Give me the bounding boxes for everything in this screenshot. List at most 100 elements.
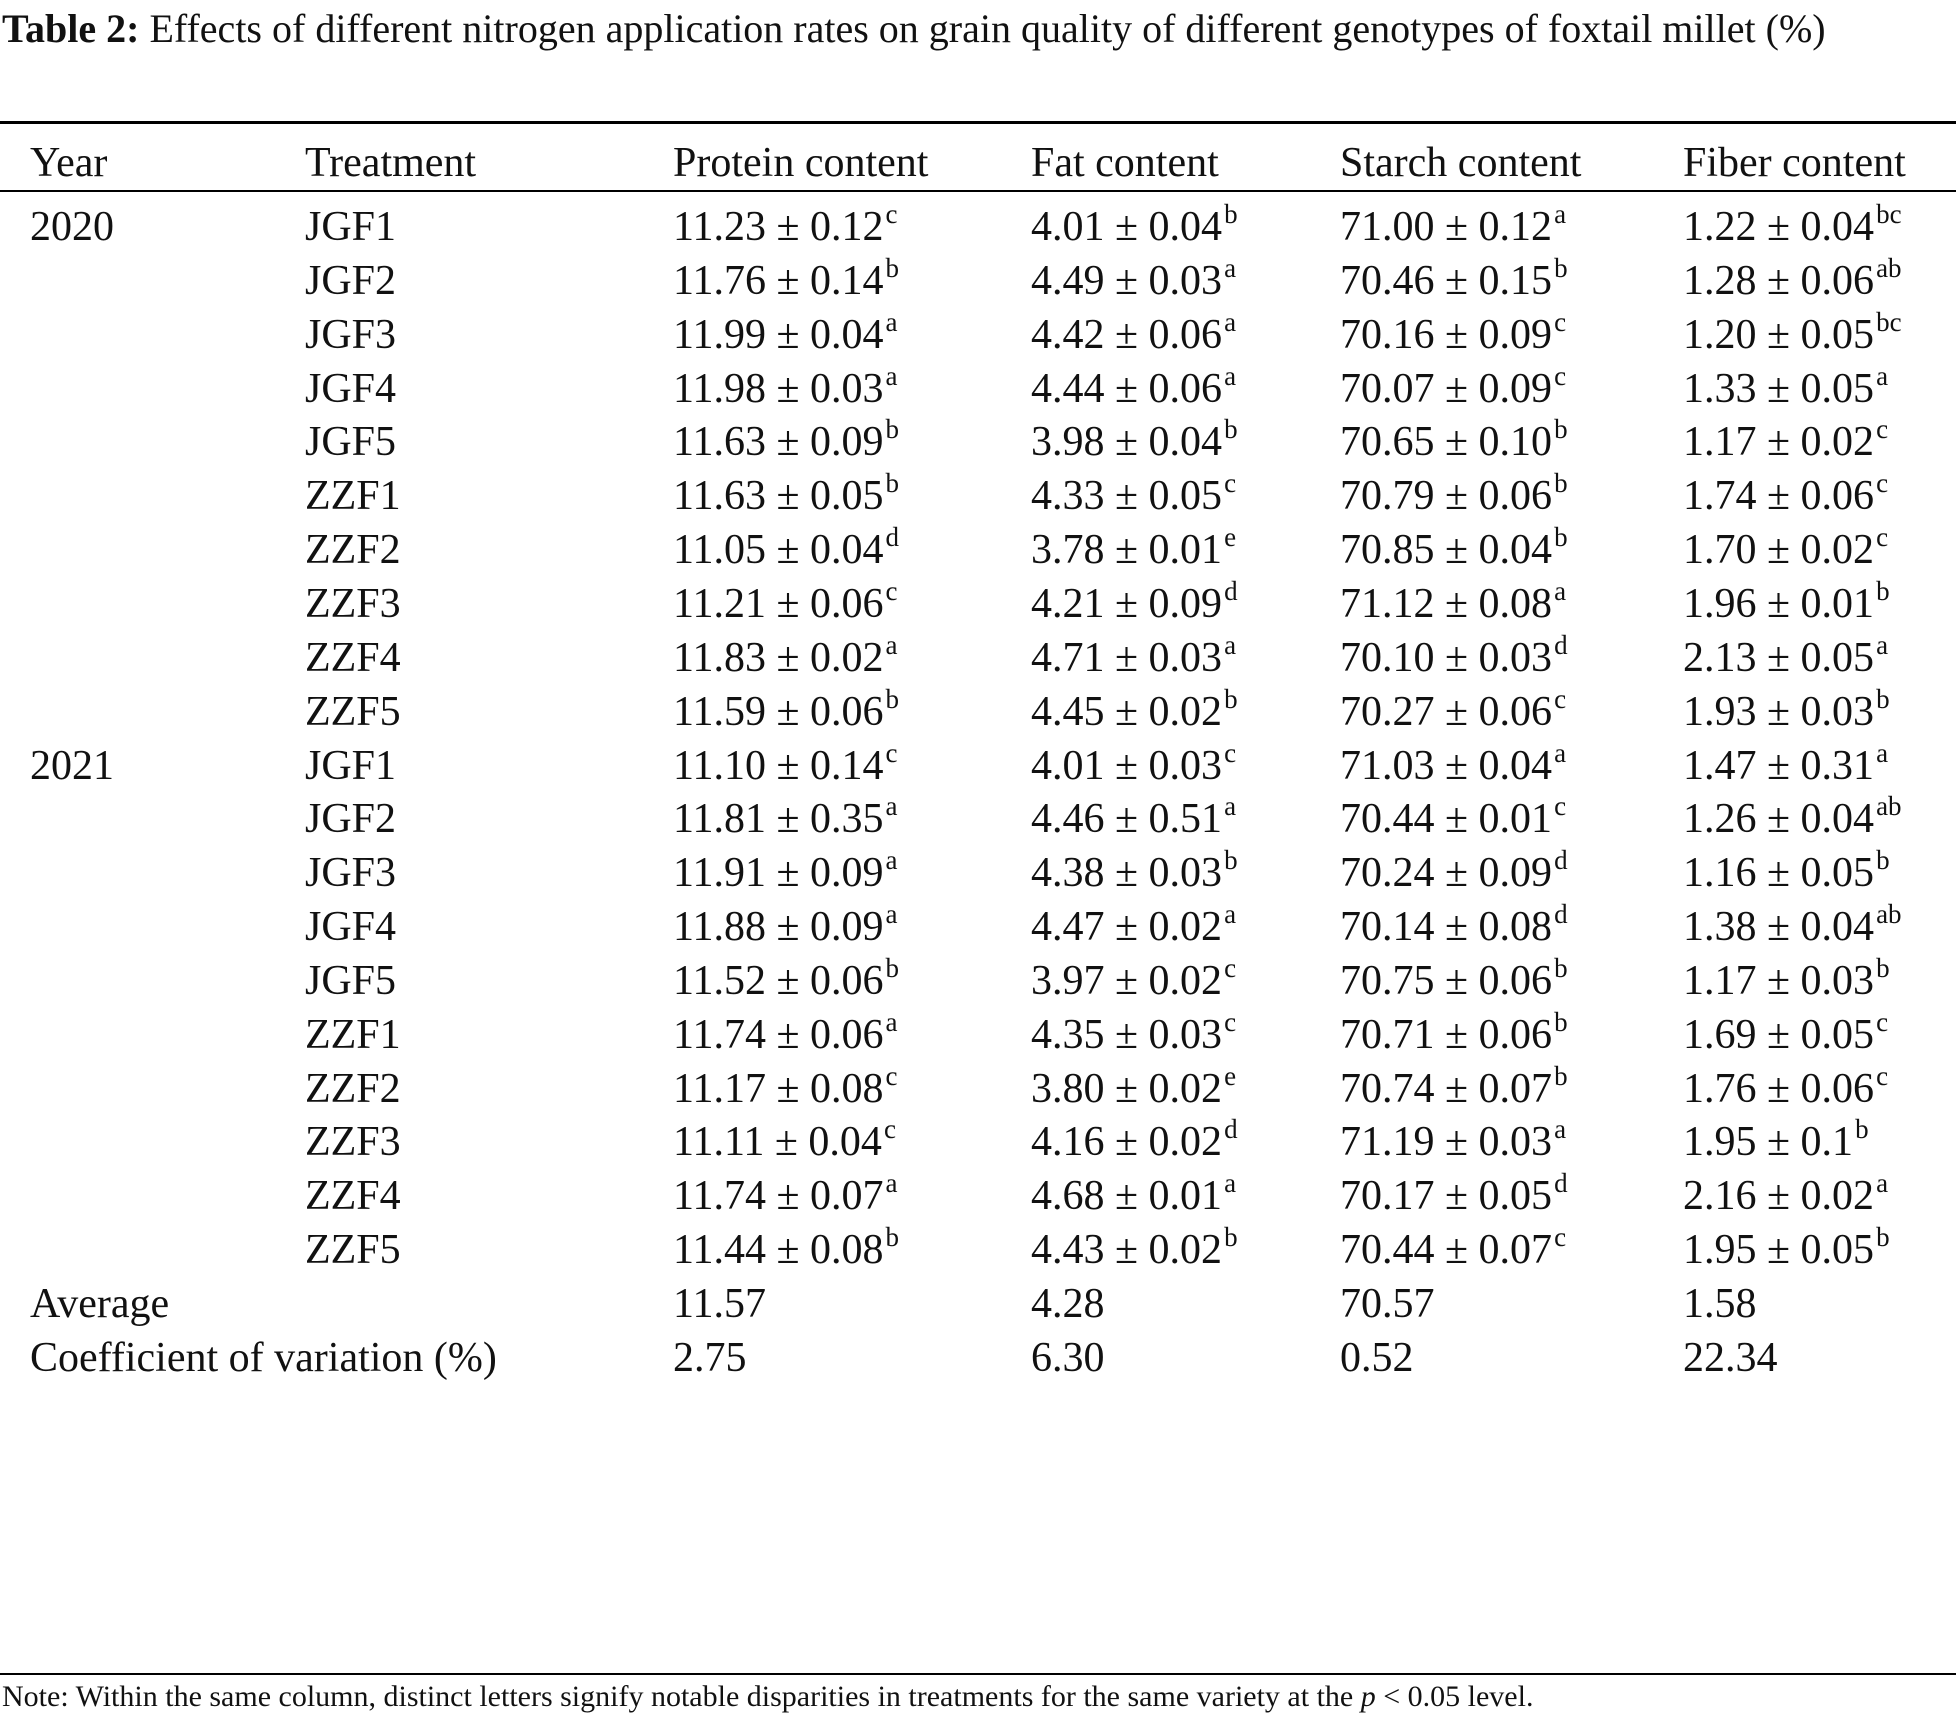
significance-letter: d [1554,845,1568,876]
cell-protein: 11.10 ± 0.14c [673,736,897,796]
cell-value: 11.98 ± 0.03 [673,365,884,412]
cell-protein: 11.44 ± 0.08b [673,1220,899,1280]
cell-value: 4.21 ± 0.09 [1031,580,1223,627]
significance-letter: c [883,1114,896,1145]
cell-protein: 11.21 ± 0.06c [673,574,897,634]
cell-fat: 4.47 ± 0.02a [1031,897,1236,957]
cell-value: 1.26 ± 0.04 [1683,796,1875,843]
significance-letter: b [885,1222,900,1253]
table-row: ZZF5 11.59 ± 0.06b 4.45 ± 0.02b 70.27 ± 0.0… [0,682,1956,742]
cell-fiber: 1.22 ± 0.04bc [1683,197,1902,257]
cell-value: 71.19 ± 0.03 [1340,1119,1553,1166]
table-row: Coefficient of variation (%) 2.75 6.30 0.52… [0,1328,1956,1388]
significance-letter: b [1224,845,1238,876]
cell-value: 1.17 ± 0.03 [1683,957,1875,1004]
cell-value: 71.03 ± 0.04 [1340,742,1553,789]
cell-fat: 4.46 ± 0.51a [1031,789,1236,849]
significance-letter: bc [1876,199,1902,229]
cell-value: 70.75 ± 0.06 [1340,957,1553,1004]
cell-value: 70.14 ± 0.08 [1340,904,1553,951]
cell-fiber: 1.16 ± 0.05b [1683,843,1890,903]
significance-letter: c [885,575,898,606]
table-row: ZZF2 11.05 ± 0.04d 3.78 ± 0.01e 70.85 ± 0.0… [0,520,1956,580]
cell-fiber: 1.93 ± 0.03b [1683,682,1890,742]
cell-treatment: JGF2 [305,796,397,843]
cell-treatment: ZZF5 [305,1227,401,1274]
cell-treatment: JGF2 [305,257,397,304]
caption-label: Table 2: [2,6,140,51]
cell-value: 11.21 ± 0.06 [673,580,884,627]
significance-letter: b [1855,1114,1869,1145]
cell-value: 4.68 ± 0.01 [1031,1173,1223,1220]
significance-letter: d [1554,899,1568,930]
table-header: Year Treatment Protein content Fat conte… [0,133,1956,193]
significance-letter: b [885,414,900,445]
cell-starch: 71.12 ± 0.08a [1340,574,1566,634]
header-starch: Starch content [1340,140,1582,186]
cell-value: 4.16 ± 0.02 [1031,1119,1223,1166]
cell-value: 1.69 ± 0.05 [1683,1011,1875,1058]
cell-fiber: 1.17 ± 0.03b [1683,951,1890,1011]
significance-letter: c [1224,952,1237,983]
significance-letter: d [1224,1114,1238,1145]
significance-letter: bc [1876,306,1902,337]
cell-value: 4.42 ± 0.06 [1031,311,1223,358]
cell-starch: 70.17 ± 0.05d [1340,1166,1568,1226]
cell-starch: 70.27 ± 0.06c [1340,682,1566,742]
cell-treatment: JGF1 [305,204,397,250]
cell-fat: 4.35 ± 0.03c [1031,1005,1236,1065]
cell-value: 2.16 ± 0.02 [1683,1173,1875,1220]
cell-fiber: 1.28 ± 0.06ab [1683,251,1902,311]
cell-protein: 11.81 ± 0.35a [673,789,897,849]
cell-value: 3.80 ± 0.02 [1031,1065,1223,1112]
cell-starch: 70.24 ± 0.09d [1340,843,1568,903]
significance-letter: a [1876,737,1889,768]
cell-value: 0.52 [1340,1334,1414,1381]
table-row: Average 11.57 4.28 70.57 1.58 [0,1274,1956,1334]
significance-letter: b [1876,575,1890,606]
cell-fiber: 1.95 ± 0.05b [1683,1220,1890,1280]
table-note: Note: Within the same column, distinct l… [2,1682,1533,1712]
cell-starch: 70.79 ± 0.06b [1340,466,1568,526]
cell-starch: 70.57 [1340,1274,1435,1334]
cell-starch: 70.10 ± 0.03d [1340,628,1568,688]
table-row: ZZF4 11.83 ± 0.02a 4.71 ± 0.03a 70.10 ± 0.0… [0,628,1956,688]
table-row: ZZF2 11.17 ± 0.08c 3.80 ± 0.02e 70.74 ± 0.0… [0,1059,1956,1119]
top-rule [0,121,1956,124]
cell-value: 4.33 ± 0.05 [1031,473,1223,520]
cell-starch: 70.07 ± 0.09c [1340,359,1566,419]
cell-fat: 4.45 ± 0.02b [1031,682,1238,742]
table-caption: Table 2: Effects of different nitrogen a… [2,4,1952,54]
cell-value: 11.88 ± 0.09 [673,904,884,951]
significance-letter: c [1876,522,1889,553]
table-row: JGF2 11.76 ± 0.14b 4.49 ± 0.03a 70.46 ± 0.1… [0,251,1956,311]
cell-value: 3.97 ± 0.02 [1031,957,1223,1004]
cell-fat: 3.98 ± 0.04b [1031,412,1238,472]
header-rule [0,190,1956,192]
cell-fat: 3.80 ± 0.02e [1031,1059,1236,1119]
cell-value: 11.11 ± 0.04 [673,1119,882,1166]
cell-year: Average [30,1281,170,1327]
cell-value: 70.79 ± 0.06 [1340,473,1553,520]
cell-fat: 4.38 ± 0.03b [1031,843,1238,903]
cell-value: 4.35 ± 0.03 [1031,1011,1223,1058]
cell-fat: 4.44 ± 0.06a [1031,359,1236,419]
significance-letter: a [1554,575,1567,606]
table-row: ZZF4 11.74 ± 0.07a 4.68 ± 0.01a 70.17 ± 0.0… [0,1166,1956,1226]
cell-protein: 11.57 [673,1274,766,1334]
cell-fat: 4.01 ± 0.04b [1031,197,1238,257]
cell-fiber: 1.70 ± 0.02c [1683,520,1888,580]
cell-value: 70.44 ± 0.01 [1340,796,1553,843]
significance-letter: a [1224,360,1237,391]
cell-value: 1.47 ± 0.31 [1683,742,1875,789]
significance-letter: d [1554,629,1568,660]
cell-value: 11.63 ± 0.05 [673,473,884,520]
significance-letter: b [885,252,900,283]
cell-protein: 11.11 ± 0.04c [673,1112,896,1172]
cell-value: 4.45 ± 0.02 [1031,688,1223,735]
significance-letter: b [1554,414,1568,445]
significance-letter: e [1224,522,1237,553]
cell-fiber: 1.96 ± 0.01b [1683,574,1890,634]
significance-letter: ab [1876,791,1902,822]
significance-letter: b [1554,522,1568,553]
